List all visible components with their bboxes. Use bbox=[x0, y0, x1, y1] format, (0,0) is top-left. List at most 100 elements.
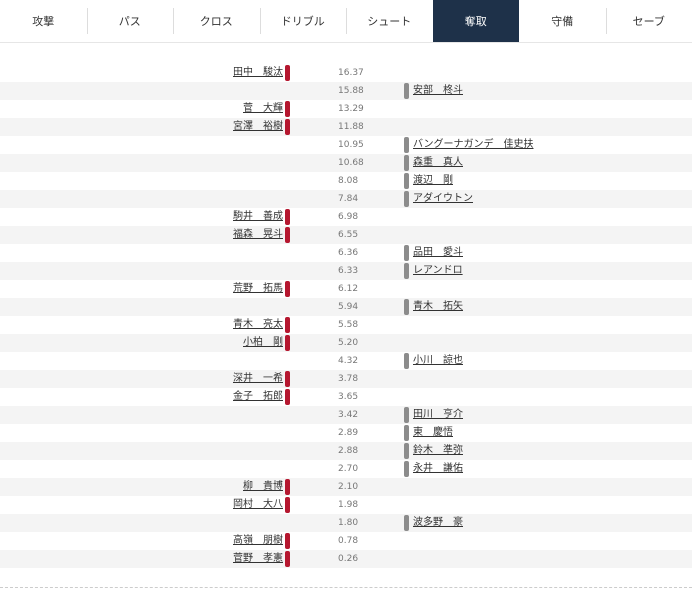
ranking-row: 高嶺 朋樹 0.78 bbox=[0, 532, 692, 550]
tab-recovery[interactable]: 奪取 bbox=[432, 0, 519, 42]
right-player-link[interactable]: 鈴木 準弥 bbox=[413, 445, 463, 456]
left-player-link[interactable]: 岡村 大八 bbox=[233, 499, 283, 510]
left-player-link[interactable]: 荒野 拓馬 bbox=[233, 283, 283, 294]
ranking-row: 7.84 アダイウトン bbox=[0, 190, 692, 208]
stat-value: 10.68 bbox=[338, 158, 364, 168]
tab-cross[interactable]: クロス bbox=[173, 0, 260, 42]
left-team-marker bbox=[285, 551, 290, 567]
right-team-marker bbox=[404, 173, 409, 189]
stat-value: 2.88 bbox=[338, 446, 359, 456]
left-team-marker bbox=[285, 389, 290, 405]
right-team-marker bbox=[404, 191, 409, 207]
stat-value: 6.12 bbox=[338, 284, 359, 294]
left-team-marker bbox=[285, 209, 290, 225]
stat-value: 0.78 bbox=[338, 536, 359, 546]
stat-value: 6.33 bbox=[338, 266, 359, 276]
stat-value: 13.29 bbox=[338, 104, 364, 114]
right-player-link[interactable]: 森重 真人 bbox=[413, 157, 463, 168]
tab-pass[interactable]: パス bbox=[86, 0, 174, 42]
right-player-link[interactable]: 安部 柊斗 bbox=[413, 85, 463, 96]
left-team-marker bbox=[285, 281, 290, 297]
left-player-link[interactable]: 宮澤 裕樹 bbox=[233, 121, 283, 132]
stat-value: 4.32 bbox=[338, 356, 359, 366]
tabs-divider bbox=[0, 42, 692, 43]
ranking-row: 宮澤 裕樹 11.88 bbox=[0, 118, 692, 136]
right-team-marker bbox=[404, 155, 409, 171]
stat-value: 11.88 bbox=[338, 122, 364, 132]
right-player-link[interactable]: 品田 愛斗 bbox=[413, 247, 463, 258]
right-player-link[interactable]: 波多野 豪 bbox=[413, 517, 463, 528]
stat-value: 16.37 bbox=[338, 68, 364, 78]
stat-value: 5.20 bbox=[338, 338, 359, 348]
stat-value: 6.36 bbox=[338, 248, 359, 258]
tab-label: パス bbox=[118, 15, 141, 28]
right-player-link[interactable]: 東 慶悟 bbox=[413, 427, 453, 438]
left-player-link[interactable]: 深井 一希 bbox=[233, 373, 283, 384]
left-player-link[interactable]: 福森 晃斗 bbox=[233, 229, 283, 240]
ranking-row: 10.68 森重 真人 bbox=[0, 154, 692, 172]
tab-defense[interactable]: 守備 bbox=[519, 0, 606, 42]
ranking-row: 4.32 小川 諒也 bbox=[0, 352, 692, 370]
tab-save[interactable]: セーブ bbox=[605, 0, 693, 42]
left-player-link[interactable]: 菅 大輝 bbox=[243, 103, 283, 114]
ranking-row: 2.89 東 慶悟 bbox=[0, 424, 692, 442]
tab-shoot[interactable]: シュート bbox=[346, 0, 433, 42]
right-player-link[interactable]: 青木 拓矢 bbox=[413, 301, 463, 312]
tab-dribble[interactable]: ドリブル bbox=[259, 0, 347, 42]
ranking-row: 2.70 永井 謙佑 bbox=[0, 460, 692, 478]
left-player-link[interactable]: 小柏 剛 bbox=[243, 337, 283, 348]
right-player-link[interactable]: 小川 諒也 bbox=[413, 355, 463, 366]
left-team-marker bbox=[285, 317, 290, 333]
left-team-marker bbox=[285, 533, 290, 549]
stat-value: 3.42 bbox=[338, 410, 359, 420]
stat-value: 1.98 bbox=[338, 500, 359, 510]
left-team-marker bbox=[285, 371, 290, 387]
stat-value: 6.98 bbox=[338, 212, 359, 222]
right-player-link[interactable]: レアンドロ bbox=[413, 265, 463, 276]
left-team-marker bbox=[285, 227, 290, 243]
left-team-marker bbox=[285, 479, 290, 495]
left-player-link[interactable]: 柳 貴博 bbox=[243, 481, 283, 492]
tab-label: セーブ bbox=[632, 15, 665, 28]
right-team-marker bbox=[404, 299, 409, 315]
left-player-link[interactable]: 青木 亮太 bbox=[233, 319, 283, 330]
ranking-row: 10.95 バングーナガンデ 佳史扶 bbox=[0, 136, 692, 154]
stat-value: 6.55 bbox=[338, 230, 359, 240]
right-team-marker bbox=[404, 425, 409, 441]
left-player-link[interactable]: 菅野 孝憲 bbox=[233, 553, 283, 564]
left-player-link[interactable]: 高嶺 朋樹 bbox=[233, 535, 283, 546]
stat-value: 3.65 bbox=[338, 392, 359, 402]
ranking-row: 6.36 品田 愛斗 bbox=[0, 244, 692, 262]
ranking-row: 岡村 大八 1.98 bbox=[0, 496, 692, 514]
right-player-link[interactable]: バングーナガンデ 佳史扶 bbox=[413, 139, 534, 150]
tab-label: シュート bbox=[367, 15, 412, 28]
ranking-row: 青木 亮太 5.58 bbox=[0, 316, 692, 334]
ranking-row: 荒野 拓馬 6.12 bbox=[0, 280, 692, 298]
stat-value: 10.95 bbox=[338, 140, 364, 150]
tab-label: 奪取 bbox=[464, 15, 487, 28]
ranking-row: 駒井 善成 6.98 bbox=[0, 208, 692, 226]
left-team-marker bbox=[285, 335, 290, 351]
right-team-marker bbox=[404, 353, 409, 369]
stat-value: 2.70 bbox=[338, 464, 359, 474]
stat-value: 2.89 bbox=[338, 428, 359, 438]
right-player-link[interactable]: 渡辺 剛 bbox=[413, 175, 453, 186]
left-player-link[interactable]: 田中 駿汰 bbox=[233, 67, 283, 78]
left-player-link[interactable]: 金子 拓郎 bbox=[233, 391, 283, 402]
bottom-divider bbox=[0, 587, 692, 588]
left-player-link[interactable]: 駒井 善成 bbox=[233, 211, 283, 222]
right-player-link[interactable]: 田川 亨介 bbox=[413, 409, 463, 420]
right-team-marker bbox=[404, 461, 409, 477]
tab-attack[interactable]: 攻撃 bbox=[0, 0, 87, 42]
ranking-row: 15.88 安部 柊斗 bbox=[0, 82, 692, 100]
right-team-marker bbox=[404, 83, 409, 99]
right-player-link[interactable]: 永井 謙佑 bbox=[413, 463, 463, 474]
stat-value: 7.84 bbox=[338, 194, 359, 204]
ranking-row: 菅 大輝 13.29 bbox=[0, 100, 692, 118]
right-player-link[interactable]: アダイウトン bbox=[413, 193, 473, 204]
ranking-row: 田中 駿汰 16.37 bbox=[0, 64, 692, 82]
ranking-row: 6.33 レアンドロ bbox=[0, 262, 692, 280]
stat-value: 1.80 bbox=[338, 518, 359, 528]
right-team-marker bbox=[404, 137, 409, 153]
right-team-marker bbox=[404, 263, 409, 279]
